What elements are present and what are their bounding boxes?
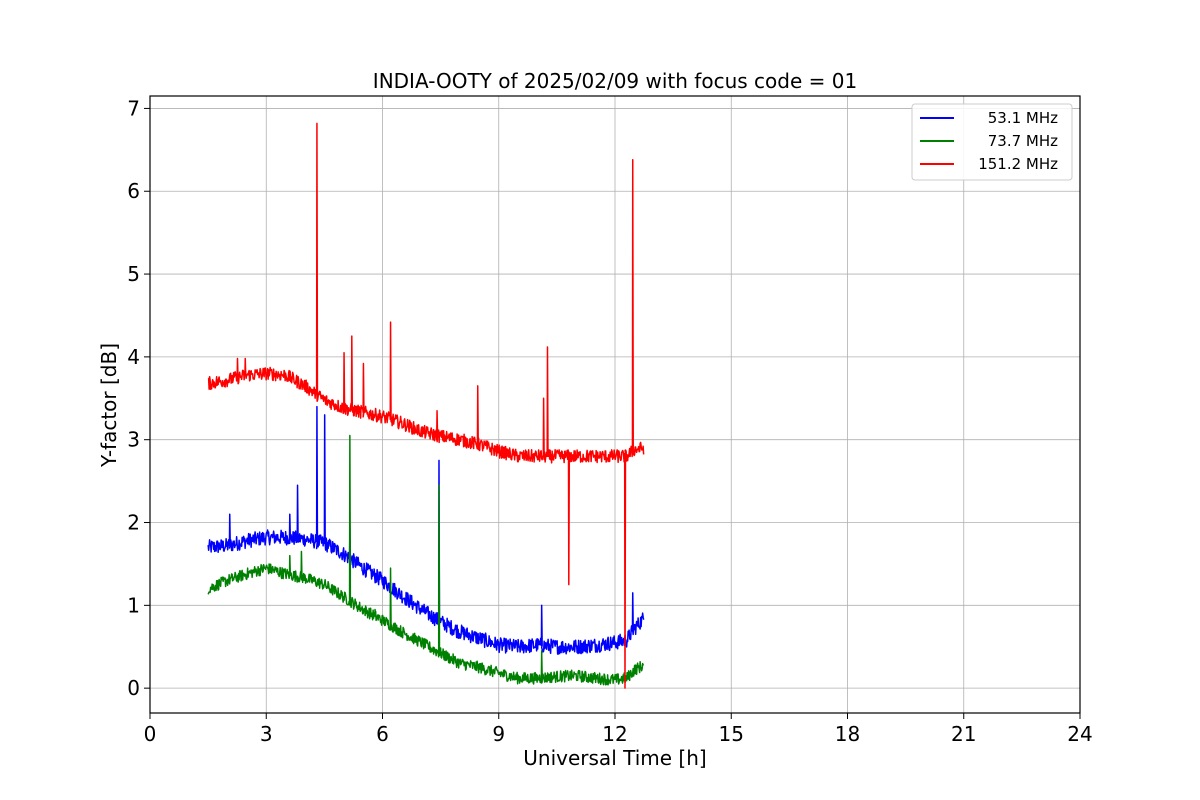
chart-title: INDIA-OOTY of 2025/02/09 with focus code… <box>373 69 857 93</box>
x-tick-label: 15 <box>719 722 744 746</box>
y-tick-label: 6 <box>127 179 140 203</box>
x-tick-label: 21 <box>951 722 976 746</box>
y-tick-label: 4 <box>127 345 140 369</box>
y-tick-label: 2 <box>127 511 140 535</box>
y-tick-label: 0 <box>127 676 140 700</box>
legend-box <box>911 103 1073 181</box>
y-tick-label: 5 <box>127 262 140 286</box>
legend-label: 73.7 MHz <box>988 132 1058 150</box>
series-line-0 <box>207 405 645 655</box>
series-line-1 <box>207 434 645 686</box>
x-tick-label: 9 <box>492 722 505 746</box>
x-tick-label: 12 <box>602 722 627 746</box>
y-tick-label: 3 <box>127 428 140 452</box>
legend: 53.1 MHz 73.7 MHz 151.2 MHz <box>911 103 1073 181</box>
legend-label: 53.1 MHz <box>988 109 1058 127</box>
x-tick-label: 24 <box>1067 722 1092 746</box>
grid <box>149 96 1081 713</box>
legend-label: 151.2 MHz <box>978 155 1058 173</box>
x-axis-label: Universal Time [h] <box>523 746 706 770</box>
x-tick-label: 6 <box>376 722 389 746</box>
x-tick-label: 18 <box>835 722 860 746</box>
x-tick-label: 0 <box>144 722 157 746</box>
x-tick-label: 3 <box>260 722 273 746</box>
y-axis-label: Y-factor [dB] <box>97 343 121 468</box>
y-tick-label: 1 <box>127 593 140 617</box>
y-tick-label: 7 <box>127 96 140 120</box>
series-line-2 <box>207 122 645 689</box>
plot-lines <box>207 122 645 689</box>
